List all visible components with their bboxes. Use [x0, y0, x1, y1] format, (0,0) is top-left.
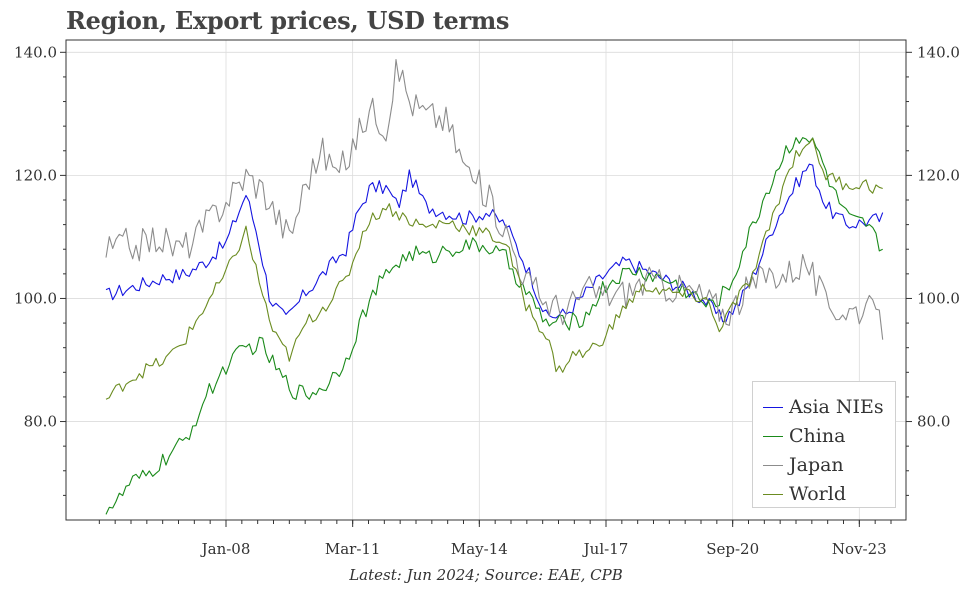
legend-label: Asia NIEs: [789, 396, 884, 418]
legend: Asia NIEs China Japan World: [752, 381, 896, 508]
x-tick-label: Jul-17: [582, 540, 629, 558]
series-line-japan: [105, 59, 884, 340]
x-tick-label: Nov-23: [832, 540, 887, 558]
series-line-china: [105, 137, 883, 515]
x-tick-label: Sep-20: [706, 540, 759, 558]
x-tick-label: May-14: [451, 540, 508, 558]
y-tick-label-right: 120.0: [917, 166, 960, 184]
legend-item: World: [763, 480, 846, 508]
series-line-asia-nies: [105, 163, 884, 323]
y-tick-label-left: 80.0: [24, 413, 57, 431]
legend-item: Japan: [763, 451, 844, 479]
series-line-world: [105, 137, 883, 400]
legend-swatch: [763, 435, 783, 437]
x-tick-label: Mar-11: [325, 540, 381, 558]
y-tick-label-left: 140.0: [14, 43, 57, 61]
legend-item: Asia NIEs: [763, 393, 884, 421]
legend-label: China: [789, 425, 846, 447]
y-tick-label-right: 140.0: [917, 43, 960, 61]
legend-label: World: [789, 483, 846, 505]
y-tick-label-right: 80.0: [917, 413, 950, 431]
chart-title: Region, Export prices, USD terms: [66, 6, 510, 35]
legend-swatch: [763, 464, 783, 466]
footnote: Latest: Jun 2024; Source: EAE, CPB: [349, 566, 623, 584]
y-tick-label-right: 100.0: [917, 289, 960, 307]
y-tick-label-left: 100.0: [14, 289, 57, 307]
axes: 80.0 80.0 100.0 100.0 120.0 120.0 140.0 140.0 Ja…: [14, 43, 960, 558]
legend-label: Japan: [789, 454, 844, 476]
legend-item: China: [763, 422, 845, 450]
y-tick-label-left: 120.0: [14, 166, 57, 184]
legend-swatch: [763, 406, 783, 408]
plot-frame: [65, 39, 907, 521]
series-lines: [105, 59, 884, 515]
legend-swatch: [763, 493, 783, 495]
x-tick-label: Jan-08: [200, 540, 251, 558]
